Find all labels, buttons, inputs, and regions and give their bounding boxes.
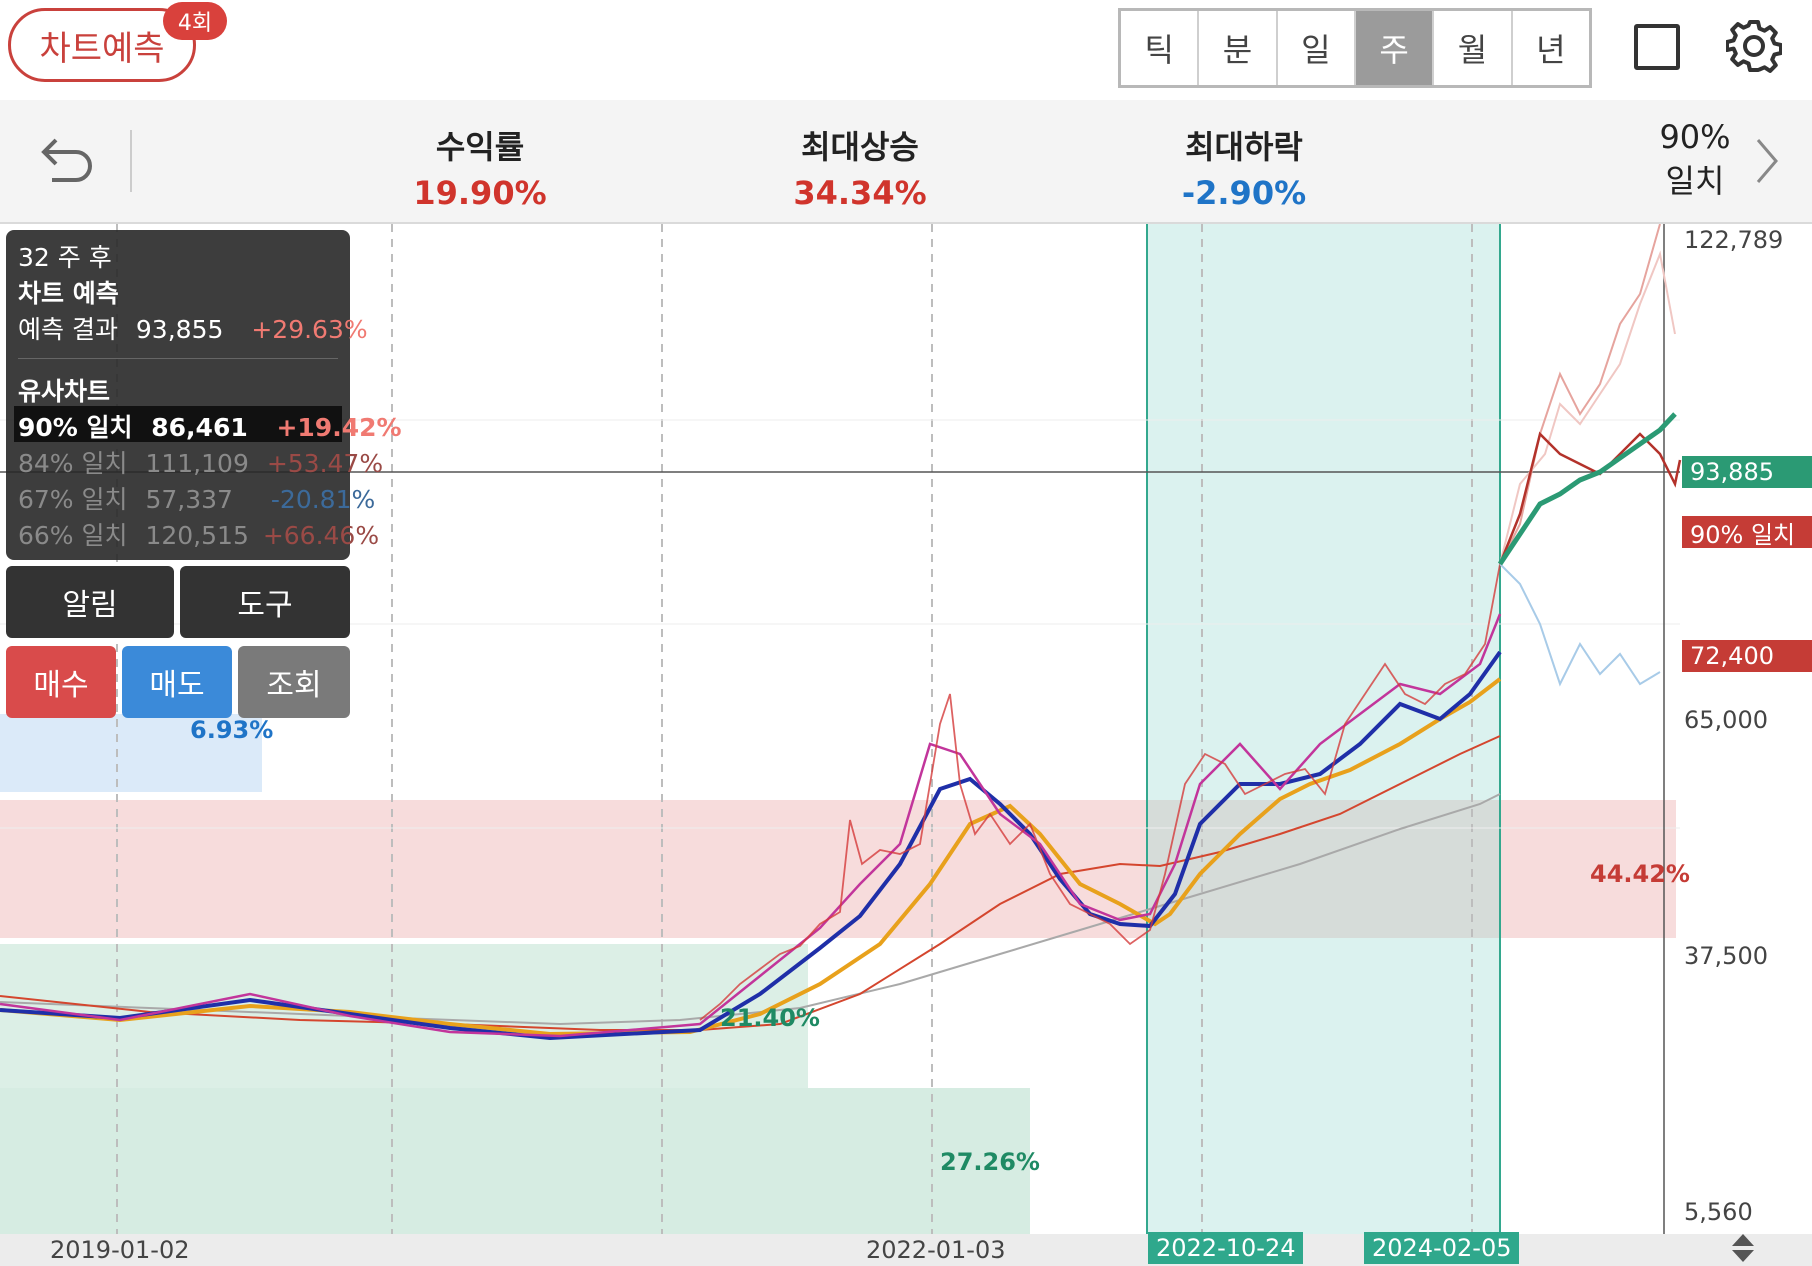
x-label-2022-01: 2022-01-03 [866, 1236, 1006, 1264]
inquiry-button[interactable]: 조회 [238, 646, 350, 718]
ma20-line [0, 677, 1502, 1037]
weeks-after: 32 주 후 [18, 243, 112, 272]
panel-divider [18, 358, 338, 359]
match90-tag: 90% 일치 [1682, 516, 1812, 549]
similar-66-line [1499, 250, 1676, 565]
return-label: 수익률 [435, 128, 525, 166]
chevron-right-icon[interactable] [1752, 136, 1782, 186]
period-month[interactable]: 월 [1434, 11, 1513, 85]
y-tick-top: 122,789 [1684, 226, 1784, 254]
max-down-label: 최대하락 [1185, 128, 1303, 166]
similar-90-value: 86,461 [151, 413, 248, 442]
similar-90-match: 90% 일치 [18, 413, 133, 442]
y-tick-37500: 37,500 [1684, 942, 1768, 970]
zone-blue [0, 714, 262, 792]
max-up-value: 34.34% [793, 174, 927, 212]
predict-count-badge: 4회 [163, 2, 227, 40]
similar-67-value: 57,337 [145, 485, 233, 514]
period-selector: 틱 분 일 주 월 년 [1118, 8, 1592, 88]
max-up-stat: 최대상승 34.34% [740, 122, 980, 212]
predict-result-row: 예측 결과 93,855 +29.63% [18, 310, 368, 346]
similar-90-pct: +19.42% [276, 413, 402, 442]
similar-67-match: 67% 일치 [18, 485, 128, 514]
predict-result-pct: +29.63% [251, 315, 368, 344]
scroll-updown-icon[interactable] [1730, 1232, 1756, 1264]
period-week[interactable]: 주 [1355, 11, 1435, 85]
zone-label-green-2: 27.26% [940, 1148, 1040, 1176]
period-tick[interactable]: 틱 [1121, 11, 1200, 85]
similar-row-selected-bg [14, 406, 342, 442]
prediction-panel: 32 주 후 차트 예측 예측 결과 93,855 +29.63% 유사차트 9… [6, 230, 402, 560]
fullscreen-icon[interactable] [1634, 24, 1680, 70]
max-down-stat: 최대하락 -2.90% [1124, 122, 1364, 212]
tools-button[interactable]: 도구 [180, 566, 350, 638]
similar-84-pct: +53.47% [266, 449, 384, 478]
similar-67-pct: -20.81% [270, 485, 376, 514]
similar-row-67[interactable]: 67% 일치 57,337 -20.81% [18, 480, 375, 516]
match90-line [1498, 431, 1682, 565]
current-price-tag: 72,400 [1682, 640, 1812, 672]
period-minute[interactable]: 분 [1199, 11, 1278, 85]
divider [130, 130, 132, 192]
zone-label-green-1: 21.40% [720, 1004, 820, 1032]
similar-row-84[interactable]: 84% 일치 111,109 +53.47% [18, 444, 383, 480]
chart-predict-button[interactable]: 차트예측 [8, 8, 196, 82]
y-tick-bottom: 5,560 [1684, 1198, 1753, 1226]
x-label-2019: 2019-01-02 [50, 1236, 190, 1264]
zone-red [0, 800, 1676, 938]
match-window [1147, 224, 1500, 1266]
ma120-line [0, 793, 1501, 1026]
return-value: 19.90% [413, 174, 547, 212]
period-day[interactable]: 일 [1278, 11, 1356, 85]
return-stat: 수익률 19.90% [360, 122, 600, 212]
match-stat[interactable]: 90% 일치 [1640, 118, 1750, 202]
max-down-value: -2.90% [1181, 174, 1307, 212]
similar-66-value: 120,515 [145, 521, 249, 550]
undo-icon[interactable] [38, 132, 94, 188]
similar-67-line [1499, 563, 1661, 687]
max-up-label: 최대상승 [801, 128, 919, 166]
price-chart[interactable] [0, 224, 1812, 1266]
price-candles [699, 563, 1501, 1021]
gear-icon[interactable] [1726, 18, 1782, 74]
period-year[interactable]: 년 [1536, 31, 1566, 69]
prediction-price-tag: 93,885 [1682, 456, 1812, 488]
match-label: 일치 [1665, 162, 1725, 200]
similar-row-66[interactable]: 66% 일치 120,515 +66.46% [18, 516, 379, 552]
similar-title: 유사차트 [18, 377, 111, 406]
similar-84-value: 111,109 [145, 449, 249, 478]
buy-button[interactable]: 매수 [6, 646, 116, 718]
ma5-line [0, 613, 1502, 1038]
zone-label-blue: 6.93% [190, 716, 274, 744]
similar-66-match: 66% 일치 [18, 521, 128, 550]
sell-button[interactable]: 매도 [122, 646, 232, 718]
similar-66-pct: +66.46% [262, 521, 380, 550]
alarm-button[interactable]: 알림 [6, 566, 174, 638]
zone-label-red: 44.42% [1590, 860, 1690, 888]
predict-result-label: 예측 결과 [18, 315, 118, 344]
x-label-match-start: 2022-10-24 [1148, 1232, 1304, 1264]
similar-84-line [1499, 224, 1661, 565]
predict-result-value: 93,855 [135, 315, 224, 344]
x-label-match-end: 2024-02-05 [1364, 1232, 1520, 1264]
match-pct: 90% [1659, 118, 1731, 156]
predict-title: 차트 예측 [18, 279, 119, 308]
chart-predict-label: 차트예측 [39, 28, 165, 69]
prediction-line [1497, 412, 1677, 566]
top-bar: 차트예측 4회 틱 분 일 주 월 년 [0, 0, 1812, 100]
similar-row-90[interactable]: 90% 일치 86,461 +19.42% [18, 408, 402, 444]
stats-bar: 수익률 19.90% 최대상승 34.34% 최대하락 -2.90% 90% 일… [0, 100, 1812, 224]
y-tick-65000: 65,000 [1684, 706, 1768, 734]
similar-84-match: 84% 일치 [18, 449, 128, 478]
